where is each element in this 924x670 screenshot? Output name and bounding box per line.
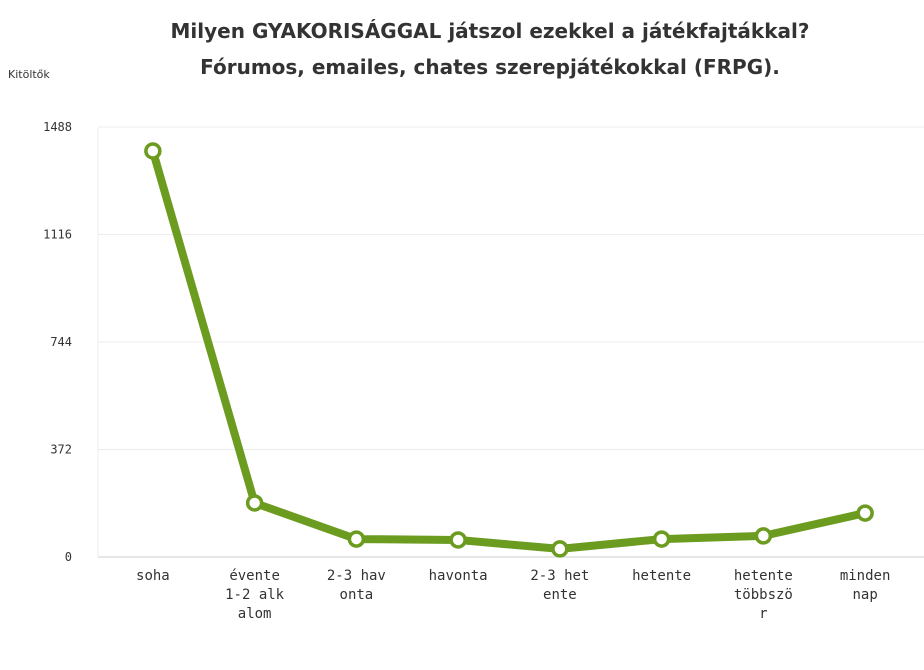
x-tick-label-box: havonta xyxy=(428,568,488,584)
point xyxy=(551,540,569,558)
point xyxy=(856,504,874,522)
x-tick-label: 2-3 havonta xyxy=(326,568,386,603)
point xyxy=(347,530,366,548)
x-tick-label-box: minden nap xyxy=(839,568,891,603)
x-tick-label: hetente xyxy=(632,568,692,584)
x-tick-label: minden nap xyxy=(839,568,891,603)
point xyxy=(754,527,773,545)
y-tick-label: 372 xyxy=(50,443,72,457)
point xyxy=(245,494,264,512)
line xyxy=(149,149,867,553)
point xyxy=(144,142,162,160)
x-tick-label: hetente többször xyxy=(733,568,793,622)
chart-subtitle: Fórumos, emailes, chates szerepjátékokka… xyxy=(200,55,780,79)
point xyxy=(449,531,467,549)
y-tick-label: 744 xyxy=(50,335,72,349)
x-tick-label-box: hetente többször xyxy=(733,568,793,622)
x-tick-label-box: évente 1-2 alkalom xyxy=(225,568,285,622)
x-tick-label-box: 2-3 hetente xyxy=(530,568,590,603)
x-tick-label: soha xyxy=(136,568,170,584)
x-tick-label: havonta xyxy=(428,568,488,584)
x-tick-label-box: 2-3 havonta xyxy=(326,568,386,603)
y-tick-label: 1116 xyxy=(43,228,72,242)
point xyxy=(652,530,671,548)
x-tick-label-box: hetente xyxy=(632,568,692,584)
x-tick-label-box: soha xyxy=(136,568,170,584)
x-tick-label: évente 1-2 alkalom xyxy=(225,568,285,622)
x-tick-label: 2-3 hetente xyxy=(530,568,590,603)
chart-title: Milyen GYAKORISÁGGAL játszol ezekkel a j… xyxy=(171,19,810,43)
y-tick-label: 0 xyxy=(65,550,72,564)
y-tick-label: 1488 xyxy=(43,120,72,134)
y-axis-label: Kitöltők xyxy=(8,68,50,81)
